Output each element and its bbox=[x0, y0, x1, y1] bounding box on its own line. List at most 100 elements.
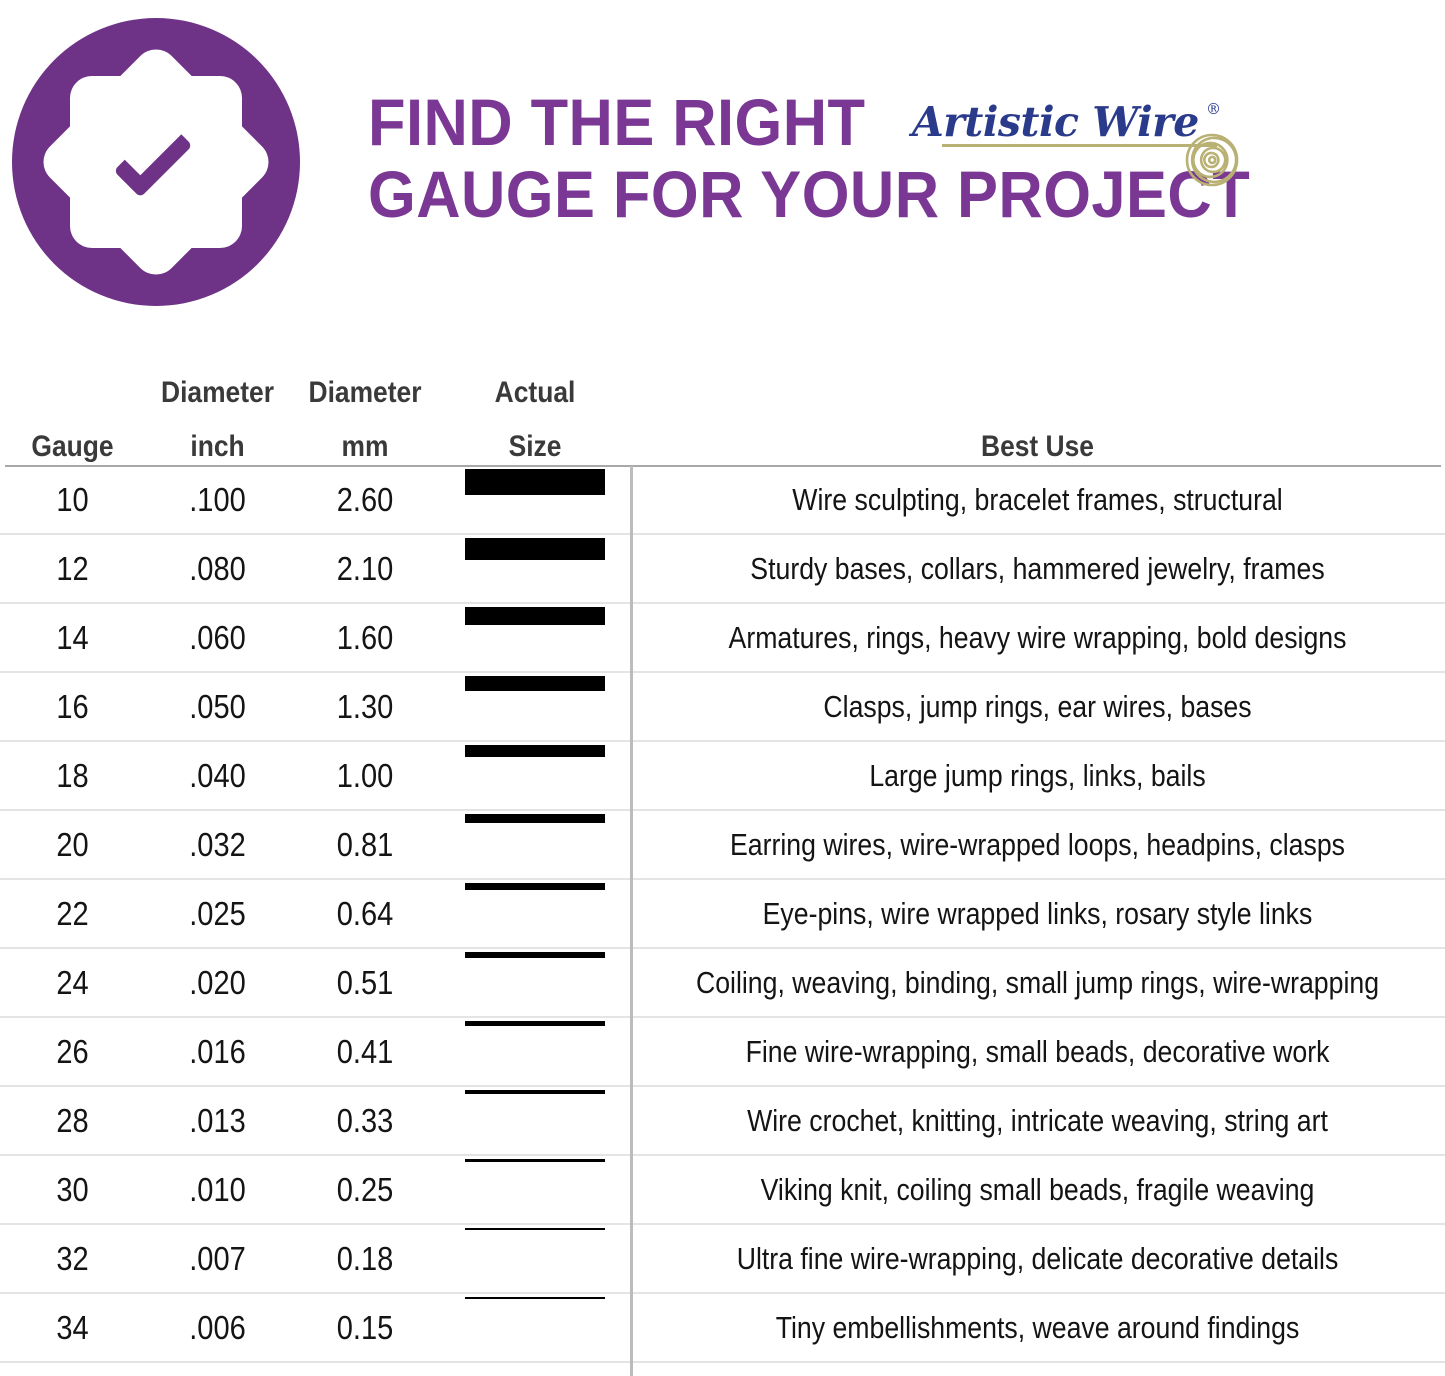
table-row: 14 .060 1.60 Armatures, rings, heavy wire w… bbox=[0, 604, 1445, 673]
cell-best-use: Tiny embellishments, weave around findin… bbox=[775, 1309, 1300, 1345]
cell-diameter-inch: .050 bbox=[189, 687, 246, 725]
cell-actual-size bbox=[440, 1224, 630, 1293]
cell-actual-size bbox=[440, 948, 630, 1017]
cell-best-use: Wire crochet, knitting, intricate weavin… bbox=[747, 1102, 1328, 1138]
cell-actual-size bbox=[440, 810, 630, 879]
cell-best-use: Viking knit, coiling small beads, fragil… bbox=[760, 1171, 1315, 1207]
cell-diameter-mm: 0.81 bbox=[336, 825, 394, 863]
table-row: 20 .032 0.81 Earring wires, wire-wrapped lo… bbox=[0, 811, 1445, 880]
table-row: 24 .020 0.51 Coiling, weaving, binding, sma… bbox=[0, 949, 1445, 1018]
brand-underline bbox=[942, 144, 1217, 147]
table-row: 16 .050 1.30 Clasps, jump rings, ear wires,… bbox=[0, 673, 1445, 742]
cell-diameter-mm: 0.33 bbox=[336, 1101, 394, 1139]
header-best-use: Best Use bbox=[981, 430, 1094, 463]
cell-diameter-inch: .080 bbox=[189, 549, 246, 587]
header-gauge: Gauge bbox=[31, 430, 114, 463]
cell-gauge: 12 bbox=[56, 549, 89, 587]
table-header-row-top: Diameter Diameter Actual bbox=[0, 348, 1445, 410]
table-body: 10 .100 2.60 Wire sculpting, bracelet frame… bbox=[0, 466, 1445, 1363]
cell-gauge: 18 bbox=[56, 756, 89, 794]
wire-gauge-table: Diameter Diameter Actual Gauge inch mm S… bbox=[0, 348, 1445, 1376]
cell-actual-size bbox=[440, 741, 630, 810]
cell-diameter-inch: .013 bbox=[189, 1101, 246, 1139]
table-header: Diameter Diameter Actual Gauge inch mm S… bbox=[0, 348, 1445, 467]
header-size: Size bbox=[508, 430, 562, 463]
page-title: FIND THE RIGHT GAUGE FOR YOUR PROJECT bbox=[368, 86, 1328, 230]
header-inch: inch bbox=[190, 430, 245, 463]
cell-best-use: Ultra fine wire-wrapping, delicate decor… bbox=[736, 1240, 1339, 1276]
cell-gauge: 24 bbox=[56, 963, 89, 1001]
verified-check-badge-icon bbox=[12, 18, 300, 306]
cell-diameter-mm: 1.60 bbox=[336, 618, 394, 656]
table-row: 18 .040 1.00 Large jump rings, links, bails bbox=[0, 742, 1445, 811]
cell-best-use: Sturdy bases, collars, hammered jewelry,… bbox=[750, 550, 1325, 586]
wire-spiral-icon bbox=[1185, 133, 1239, 187]
cell-actual-size bbox=[440, 879, 630, 948]
cell-best-use: Earring wires, wire-wrapped loops, headp… bbox=[730, 826, 1345, 862]
cell-actual-size bbox=[440, 534, 630, 603]
cell-diameter-inch: .060 bbox=[189, 618, 246, 656]
cell-diameter-inch: .100 bbox=[189, 480, 246, 518]
cell-gauge: 30 bbox=[56, 1170, 89, 1208]
artistic-wire-logo: Artistic Wire ® bbox=[912, 92, 1242, 192]
star-shape bbox=[34, 40, 278, 284]
brand-name: Artistic Wire bbox=[912, 98, 1199, 146]
cell-gauge: 14 bbox=[56, 618, 89, 656]
wire-thickness-bar bbox=[465, 538, 605, 560]
wire-thickness-bar bbox=[465, 745, 605, 757]
cell-best-use: Large jump rings, links, bails bbox=[869, 757, 1206, 793]
cell-diameter-mm: 0.15 bbox=[336, 1308, 394, 1346]
wire-thickness-bar bbox=[465, 1159, 605, 1162]
table-header-row-bottom: Gauge inch mm Size Best Use bbox=[0, 410, 1445, 464]
header-mm-top: Diameter bbox=[308, 376, 422, 409]
wire-thickness-bar bbox=[465, 1228, 605, 1230]
header-banner: FIND THE RIGHT GAUGE FOR YOUR PROJECT Ar… bbox=[0, 0, 1445, 340]
cell-gauge: 28 bbox=[56, 1101, 89, 1139]
cell-best-use: Armatures, rings, heavy wire wrapping, b… bbox=[728, 619, 1347, 655]
wire-thickness-bar bbox=[465, 1090, 605, 1094]
cell-diameter-inch: .007 bbox=[189, 1239, 246, 1277]
table-row: 32 .007 0.18 Ultra fine wire-wrapping, deli… bbox=[0, 1225, 1445, 1294]
header-inch-top: Diameter bbox=[161, 376, 274, 409]
cell-best-use: Clasps, jump rings, ear wires, bases bbox=[823, 688, 1252, 724]
cell-diameter-inch: .025 bbox=[189, 894, 246, 932]
cell-diameter-inch: .020 bbox=[189, 963, 246, 1001]
table-row: 12 .080 2.10 Sturdy bases, collars, hammere… bbox=[0, 535, 1445, 604]
cell-best-use: Wire sculpting, bracelet frames, structu… bbox=[792, 481, 1283, 517]
cell-gauge: 26 bbox=[56, 1032, 89, 1070]
table-row: 22 .025 0.64 Eye-pins, wire wrapped links, … bbox=[0, 880, 1445, 949]
cell-actual-size bbox=[440, 1086, 630, 1155]
wire-thickness-bar bbox=[465, 469, 605, 495]
cell-actual-size bbox=[440, 1017, 630, 1086]
cell-diameter-mm: 2.60 bbox=[336, 480, 394, 518]
cell-diameter-inch: .032 bbox=[189, 825, 246, 863]
cell-gauge: 32 bbox=[56, 1239, 89, 1277]
cell-best-use: Coiling, weaving, binding, small jump ri… bbox=[695, 964, 1380, 1000]
cell-gauge: 20 bbox=[56, 825, 89, 863]
wire-thickness-bar bbox=[465, 814, 605, 823]
cell-gauge: 10 bbox=[56, 480, 89, 518]
column-divider bbox=[630, 466, 633, 1376]
cell-gauge: 34 bbox=[56, 1308, 89, 1346]
cell-diameter-inch: .006 bbox=[189, 1308, 246, 1346]
table-row: 30 .010 0.25 Viking knit, coiling small bea… bbox=[0, 1156, 1445, 1225]
cell-diameter-inch: .016 bbox=[189, 1032, 246, 1070]
wire-thickness-bar bbox=[465, 607, 605, 625]
table-row: 26 .016 0.41 Fine wire-wrapping, small bead… bbox=[0, 1018, 1445, 1087]
table-row: 34 .006 0.15 Tiny embellishments, weave aro… bbox=[0, 1294, 1445, 1363]
cell-diameter-mm: 0.64 bbox=[336, 894, 394, 932]
cell-best-use: Eye-pins, wire wrapped links, rosary sty… bbox=[762, 895, 1313, 931]
table-row: 10 .100 2.60 Wire sculpting, bracelet frame… bbox=[0, 466, 1445, 535]
wire-thickness-bar bbox=[465, 883, 605, 890]
cell-actual-size bbox=[440, 1155, 630, 1224]
header-divider bbox=[5, 465, 1441, 467]
wire-thickness-bar bbox=[465, 1297, 605, 1299]
header-mm: mm bbox=[341, 430, 389, 463]
cell-diameter-mm: 0.25 bbox=[336, 1170, 394, 1208]
page-title-line-2: GAUGE FOR YOUR PROJECT bbox=[368, 157, 1251, 231]
cell-actual-size bbox=[440, 603, 630, 672]
wire-thickness-bar bbox=[465, 676, 605, 691]
page-title-line-1: FIND THE RIGHT bbox=[368, 85, 866, 159]
cell-diameter-mm: 0.51 bbox=[336, 963, 394, 1001]
cell-diameter-inch: .040 bbox=[189, 756, 246, 794]
